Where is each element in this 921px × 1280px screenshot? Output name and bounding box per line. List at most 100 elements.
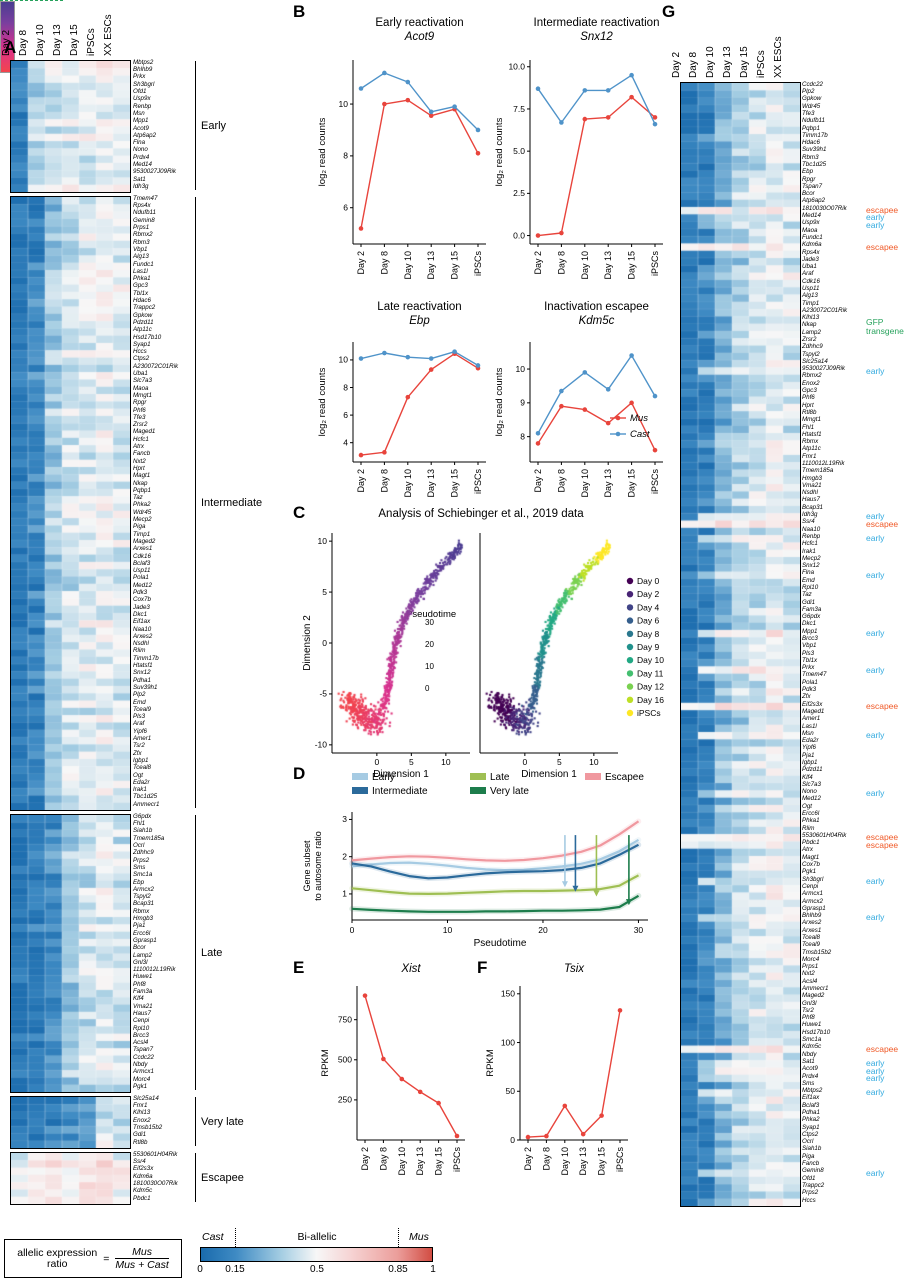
- svg-text:250: 250: [338, 1095, 352, 1105]
- gene-label: Tbc1d25: [802, 161, 827, 168]
- svg-text:Day 0: Day 0: [637, 576, 659, 586]
- panel-a-column-header: Day 10: [35, 24, 46, 56]
- gene-label: Brcc3: [802, 635, 818, 642]
- gene-label: Ccdc22: [802, 80, 823, 88]
- gene-label: Gnl3l: [133, 958, 148, 966]
- gene-label: Rbmx2: [802, 372, 822, 380]
- gene-label: Vma21: [133, 1002, 153, 1010]
- panel-a-heatmap-very-late: [10, 1096, 131, 1149]
- svg-text:log₂ read counts: log₂ read counts: [494, 367, 505, 436]
- gene-label: Phka2: [133, 501, 151, 509]
- gene-label: Sh3bgrl: [133, 80, 155, 88]
- svg-text:iPSCs: iPSCs: [452, 1147, 462, 1173]
- gene-label: Tspyl2: [802, 350, 820, 358]
- gene-label: Rbmx: [133, 907, 150, 915]
- formula-lhs-line1: allelic expression: [17, 1246, 98, 1259]
- svg-text:8: 8: [343, 151, 348, 161]
- gfp-transgene-annotation-line1: GFP: [866, 317, 884, 328]
- gene-label: Jade3: [802, 255, 819, 263]
- svg-text:Day 15: Day 15: [450, 469, 460, 498]
- gene-label: Las1l: [802, 722, 817, 730]
- gene-label: Suv39h1: [133, 683, 158, 691]
- svg-text:0: 0: [374, 757, 379, 767]
- svg-text:Day 13: Day 13: [426, 251, 436, 280]
- formula-lhs: allelic expression ratio: [17, 1246, 98, 1270]
- early-annotation: early: [866, 1087, 885, 1098]
- svg-text:Day 12: Day 12: [637, 682, 664, 692]
- gene-label: Atp6ap2: [802, 197, 826, 205]
- gene-label: Cdk16: [802, 277, 820, 285]
- gene-label: Hccs: [802, 1196, 816, 1204]
- gene-label: Nkap: [802, 321, 817, 329]
- panel-f-chart-tsix: Tsix 0 50 100 150 Day 2 Day 8 Day 10 Day 13 Day 1…: [485, 963, 628, 1176]
- gene-label: Prdx4: [133, 153, 150, 161]
- early-annotation: early: [866, 628, 885, 639]
- gene-label: Mecp2: [133, 516, 152, 523]
- svg-text:Day 15: Day 15: [627, 251, 637, 280]
- gene-label: Dkc1: [133, 610, 148, 618]
- gene-label: Amer1: [802, 715, 821, 723]
- gene-label: Lamp2: [802, 328, 821, 336]
- gene-label: Timm17b: [802, 131, 828, 139]
- gene-label: Pqbp1: [802, 124, 820, 132]
- gene-label: Magt1: [802, 853, 820, 861]
- svg-text:Day 2: Day 2: [637, 589, 659, 599]
- panel-a-group-label: Very late: [201, 1115, 244, 1128]
- gene-label: Tspan7: [133, 1046, 154, 1054]
- panel-a-heatmap-early: [10, 60, 131, 193]
- gene-label: Acot9: [802, 1065, 818, 1073]
- panel-c-title: Analysis of Schiebinger et al., 2019 dat…: [378, 508, 584, 520]
- gene-label: Tbc1d25: [133, 793, 158, 801]
- panel-a-group-label: Escapee: [201, 1171, 244, 1184]
- gene-label: Rbm3: [802, 153, 819, 161]
- gene-label: Phka1: [802, 817, 820, 825]
- panel-a-column-header: Day 13: [52, 24, 63, 56]
- gene-label: Med14: [802, 212, 821, 220]
- gene-label: Hdac6: [802, 139, 820, 147]
- colorbar-cast-label: Cast: [202, 1231, 224, 1243]
- gene-label: Fam3a: [133, 988, 153, 995]
- gene-label: Armcx1: [802, 890, 823, 898]
- gene-label: Hccs: [133, 348, 147, 356]
- early-annotation: early: [866, 1065, 885, 1076]
- gene-label: Cenpi: [133, 1017, 150, 1025]
- gene-label: Las1l: [133, 267, 148, 275]
- svg-text:-5: -5: [319, 689, 327, 699]
- svg-text:Late: Late: [490, 772, 510, 783]
- svg-text:3: 3: [342, 814, 347, 824]
- gene-label: Plp2: [802, 88, 815, 96]
- gene-label: Armcx2: [133, 885, 154, 893]
- gene-label: Amer1: [133, 735, 152, 742]
- early-annotation: early: [866, 730, 885, 741]
- gene-label: Eda2r: [802, 737, 819, 745]
- gene-label: Ebp: [133, 878, 145, 886]
- gene-label: Atp11c: [802, 445, 821, 453]
- gene-label: Armcx1: [133, 1068, 154, 1076]
- gene-label: Maged2: [133, 537, 156, 545]
- gene-label: Flna: [133, 139, 146, 147]
- svg-text:30: 30: [634, 925, 644, 935]
- svg-text:iPSCs: iPSCs: [473, 251, 483, 277]
- svg-text:500: 500: [338, 1055, 352, 1065]
- early-annotation: early: [866, 912, 885, 923]
- gene-label: Bcor: [133, 944, 146, 952]
- colorbar-tick: 0: [197, 1264, 203, 1275]
- gene-label: 1110012L19Rik: [802, 459, 845, 467]
- gene-label: Nkap: [133, 479, 148, 487]
- svg-text:750: 750: [338, 1014, 352, 1024]
- gene-label: Htatsf1: [802, 430, 822, 438]
- panel-g-label: G: [662, 2, 676, 21]
- gene-label: Sms: [133, 863, 146, 871]
- gene-label: Mpp1: [133, 117, 149, 125]
- gene-label: A230072C01Rik: [802, 306, 848, 314]
- svg-text:Intermediate: Intermediate: [372, 786, 428, 797]
- gene-label: Rbmx: [802, 438, 819, 446]
- gene-label: Acsl4: [133, 1039, 149, 1047]
- early-annotation: early: [866, 511, 885, 522]
- gene-label: Atp6ap2: [133, 131, 157, 139]
- svg-text:Xist: Xist: [400, 963, 421, 975]
- gene-label: Magt1: [133, 472, 151, 480]
- gene-label: Zdhhc9: [133, 849, 154, 857]
- gene-label: Pdha1: [133, 676, 151, 684]
- gene-label: 1810030O07Rik: [133, 1180, 178, 1187]
